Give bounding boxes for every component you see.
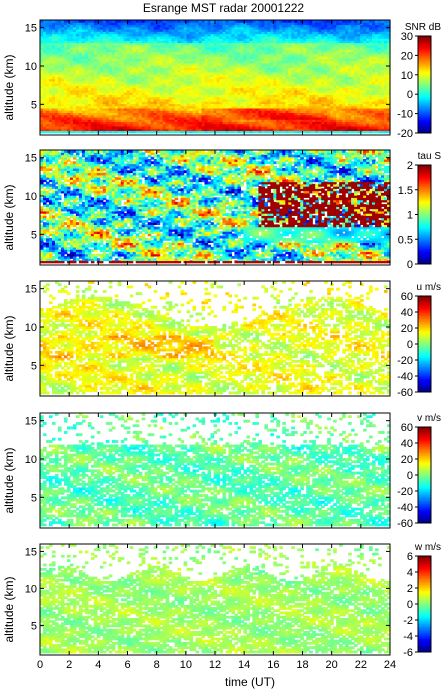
y-tick-label: 15 [25, 546, 37, 558]
y-axis-label: altitude (km) [2, 315, 16, 381]
colorbar-tick-label: -60 [397, 518, 413, 530]
y-tick-label: 5 [31, 99, 37, 111]
colorbar-tick-label: 20 [401, 454, 413, 466]
y-tick-label: 10 [25, 454, 37, 466]
colorbar-tick-label: 60 [401, 291, 413, 303]
colorbar-label: tau S [418, 151, 442, 162]
colorbar-tick-label: 2 [407, 583, 413, 595]
colorbar-tick-label: 0 [407, 470, 413, 482]
y-tick-label: 15 [25, 153, 37, 165]
x-tick-label: 16 [267, 659, 279, 671]
colorbar-tick-label: 0 [407, 339, 413, 351]
colorbar-label: u m/s [417, 282, 441, 293]
x-tick-label: 12 [209, 659, 221, 671]
x-tick-label: 14 [238, 659, 250, 671]
colorbar-tick-label: 2 [407, 160, 413, 172]
y-tick-label: 15 [25, 284, 37, 296]
colorbar-tick-label: 40 [401, 307, 413, 319]
y-tick-label: 10 [25, 583, 37, 595]
x-tick-label: 18 [296, 659, 308, 671]
colorbar-tick-label: -6 [403, 647, 413, 659]
y-axis-label: altitude (km) [2, 184, 16, 250]
y-tick-label: 10 [25, 61, 37, 73]
colorbar-tick-label: -20 [397, 486, 413, 498]
x-tick-label: 6 [124, 659, 130, 671]
colorbar-tick-label: -40 [397, 371, 413, 383]
colorbar-w: -6 -4 -2 0 2 4 6w m/s [403, 542, 441, 659]
x-tick-label: 2 [66, 659, 72, 671]
x-tick-label: 22 [355, 659, 367, 671]
y-tick-label: 5 [31, 229, 37, 241]
colorbar-tick-label: 4 [407, 567, 413, 579]
colorbar-tick-label: 0 [407, 599, 413, 611]
y-axis-label: altitude (km) [2, 576, 16, 642]
colorbar-tick-label: 30 [401, 31, 413, 43]
colorbar-tick-label: 60 [401, 422, 413, 434]
colorbar-tick-label: -20 [397, 355, 413, 367]
panel-tau: 5 10 15 altitude (km) [2, 149, 391, 266]
panel-v: 5 10 15 altitude (km) [2, 412, 391, 529]
y-tick-label: 5 [31, 620, 37, 632]
colorbar-label: v m/s [417, 413, 441, 424]
panel-SNR: 5 10 15 altitude (km) [2, 19, 391, 136]
colorbar-v: -60 -40 -20 0 20 40 60 v m/s [397, 413, 441, 530]
x-tick-label: 4 [95, 659, 101, 671]
heatmap-tau [40, 150, 391, 264]
x-tick-label: 10 [180, 659, 192, 671]
colorbar-tick-label: 6 [407, 551, 413, 563]
heatmap-u [40, 281, 391, 395]
colorbar-label: SNR dB [405, 22, 441, 33]
heatmap-w [40, 544, 391, 654]
y-tick-label: 15 [25, 416, 37, 428]
colorbar-tick-label: -4 [403, 631, 413, 643]
y-tick-label: 5 [31, 492, 37, 504]
colorbar-label: w m/s [414, 542, 441, 553]
panel-u: 5 10 15 altitude (km) [2, 280, 391, 397]
colorbar-tick-label: -20 [397, 128, 413, 140]
heatmap-SNR [40, 20, 391, 134]
x-axis-label: time (UT) [190, 675, 310, 689]
colorbar-tick-label: -40 [397, 502, 413, 514]
colorbar-tick-label: 0 [407, 89, 413, 101]
x-tick-label: 0 [37, 659, 43, 671]
colorbar-tick-label: 40 [401, 438, 413, 450]
colorbar-tick-label: 0 [407, 259, 413, 271]
heatmap-v [40, 413, 391, 527]
figure-title: Esrange MST radar 20001222 [0, 1, 447, 15]
colorbar-tick-label: 1.5 [398, 185, 413, 197]
colorbar-tick-label: 10 [401, 70, 413, 82]
y-tick-label: 5 [31, 360, 37, 372]
x-tick-label: 20 [326, 659, 338, 671]
y-axis-label: altitude (km) [2, 54, 16, 120]
colorbar-tick-label: -60 [397, 387, 413, 399]
x-tick-label: 24 [384, 659, 396, 671]
colorbar-u: -60 -40 -20 0 20 40 60 u m/s [397, 282, 441, 399]
y-tick-label: 15 [25, 23, 37, 35]
colorbar-tick-label: -10 [397, 109, 413, 121]
colorbar-tick-label: 0.5 [398, 234, 413, 246]
colorbar-tick-label: 20 [401, 323, 413, 335]
colorbar-tick-label: -2 [403, 615, 413, 627]
x-tick-label: 8 [154, 659, 160, 671]
colorbar-tick-label: 1 [407, 210, 413, 222]
y-axis-label: altitude (km) [2, 447, 16, 513]
colorbar-tau: 0 0.5 1 1.5 2 tau S [398, 151, 442, 271]
colorbar-tick-label: 20 [401, 50, 413, 62]
y-tick-label: 10 [25, 191, 37, 203]
y-tick-label: 10 [25, 322, 37, 334]
